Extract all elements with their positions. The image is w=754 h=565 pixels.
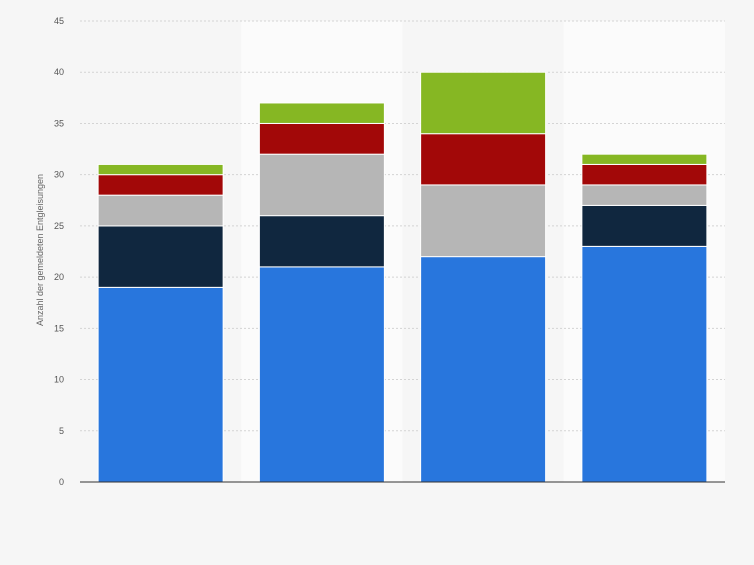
bar-segment-3[interactable] [258,153,385,217]
bar-segment-5[interactable] [581,153,708,165]
bar-segment-5[interactable] [97,163,224,176]
bar-segment-4[interactable] [97,174,224,196]
y-tick-label: 45 [54,16,64,26]
bar-segment-3[interactable] [581,184,708,206]
bar-segment-5[interactable] [420,71,547,135]
y-tick-label: 15 [54,323,64,333]
y-tick-label: 20 [54,272,64,282]
y-tick-label: 35 [54,118,64,128]
bar-segment-3[interactable] [420,184,547,258]
bar-segment-1[interactable] [581,245,708,483]
bar-segment-2[interactable] [258,215,385,268]
y-tick-label: 30 [54,170,64,180]
bar-segment-1[interactable] [420,256,547,483]
y-tick-label: 25 [54,221,64,231]
bar-segment-5[interactable] [258,102,385,124]
y-tick-label: 0 [59,477,64,487]
bar-segment-1[interactable] [97,286,224,483]
bar-segment-2[interactable] [581,204,708,247]
bar-segment-4[interactable] [420,133,547,186]
bars [97,71,708,483]
y-tick-label: 10 [54,375,64,385]
y-tick-label: 40 [54,67,64,77]
y-axis-title: Anzahl der gemeldeten Entgleisungen [35,174,45,326]
y-axis: 0 5 10 15 20 25 30 35 40 45 [54,16,725,487]
bar-segment-2[interactable] [97,225,224,288]
bar-segment-4[interactable] [581,163,708,186]
bar-segment-4[interactable] [258,122,385,155]
bar-segment-1[interactable] [258,266,385,483]
bar-segment-3[interactable] [97,194,224,227]
y-tick-label: 5 [59,426,64,436]
